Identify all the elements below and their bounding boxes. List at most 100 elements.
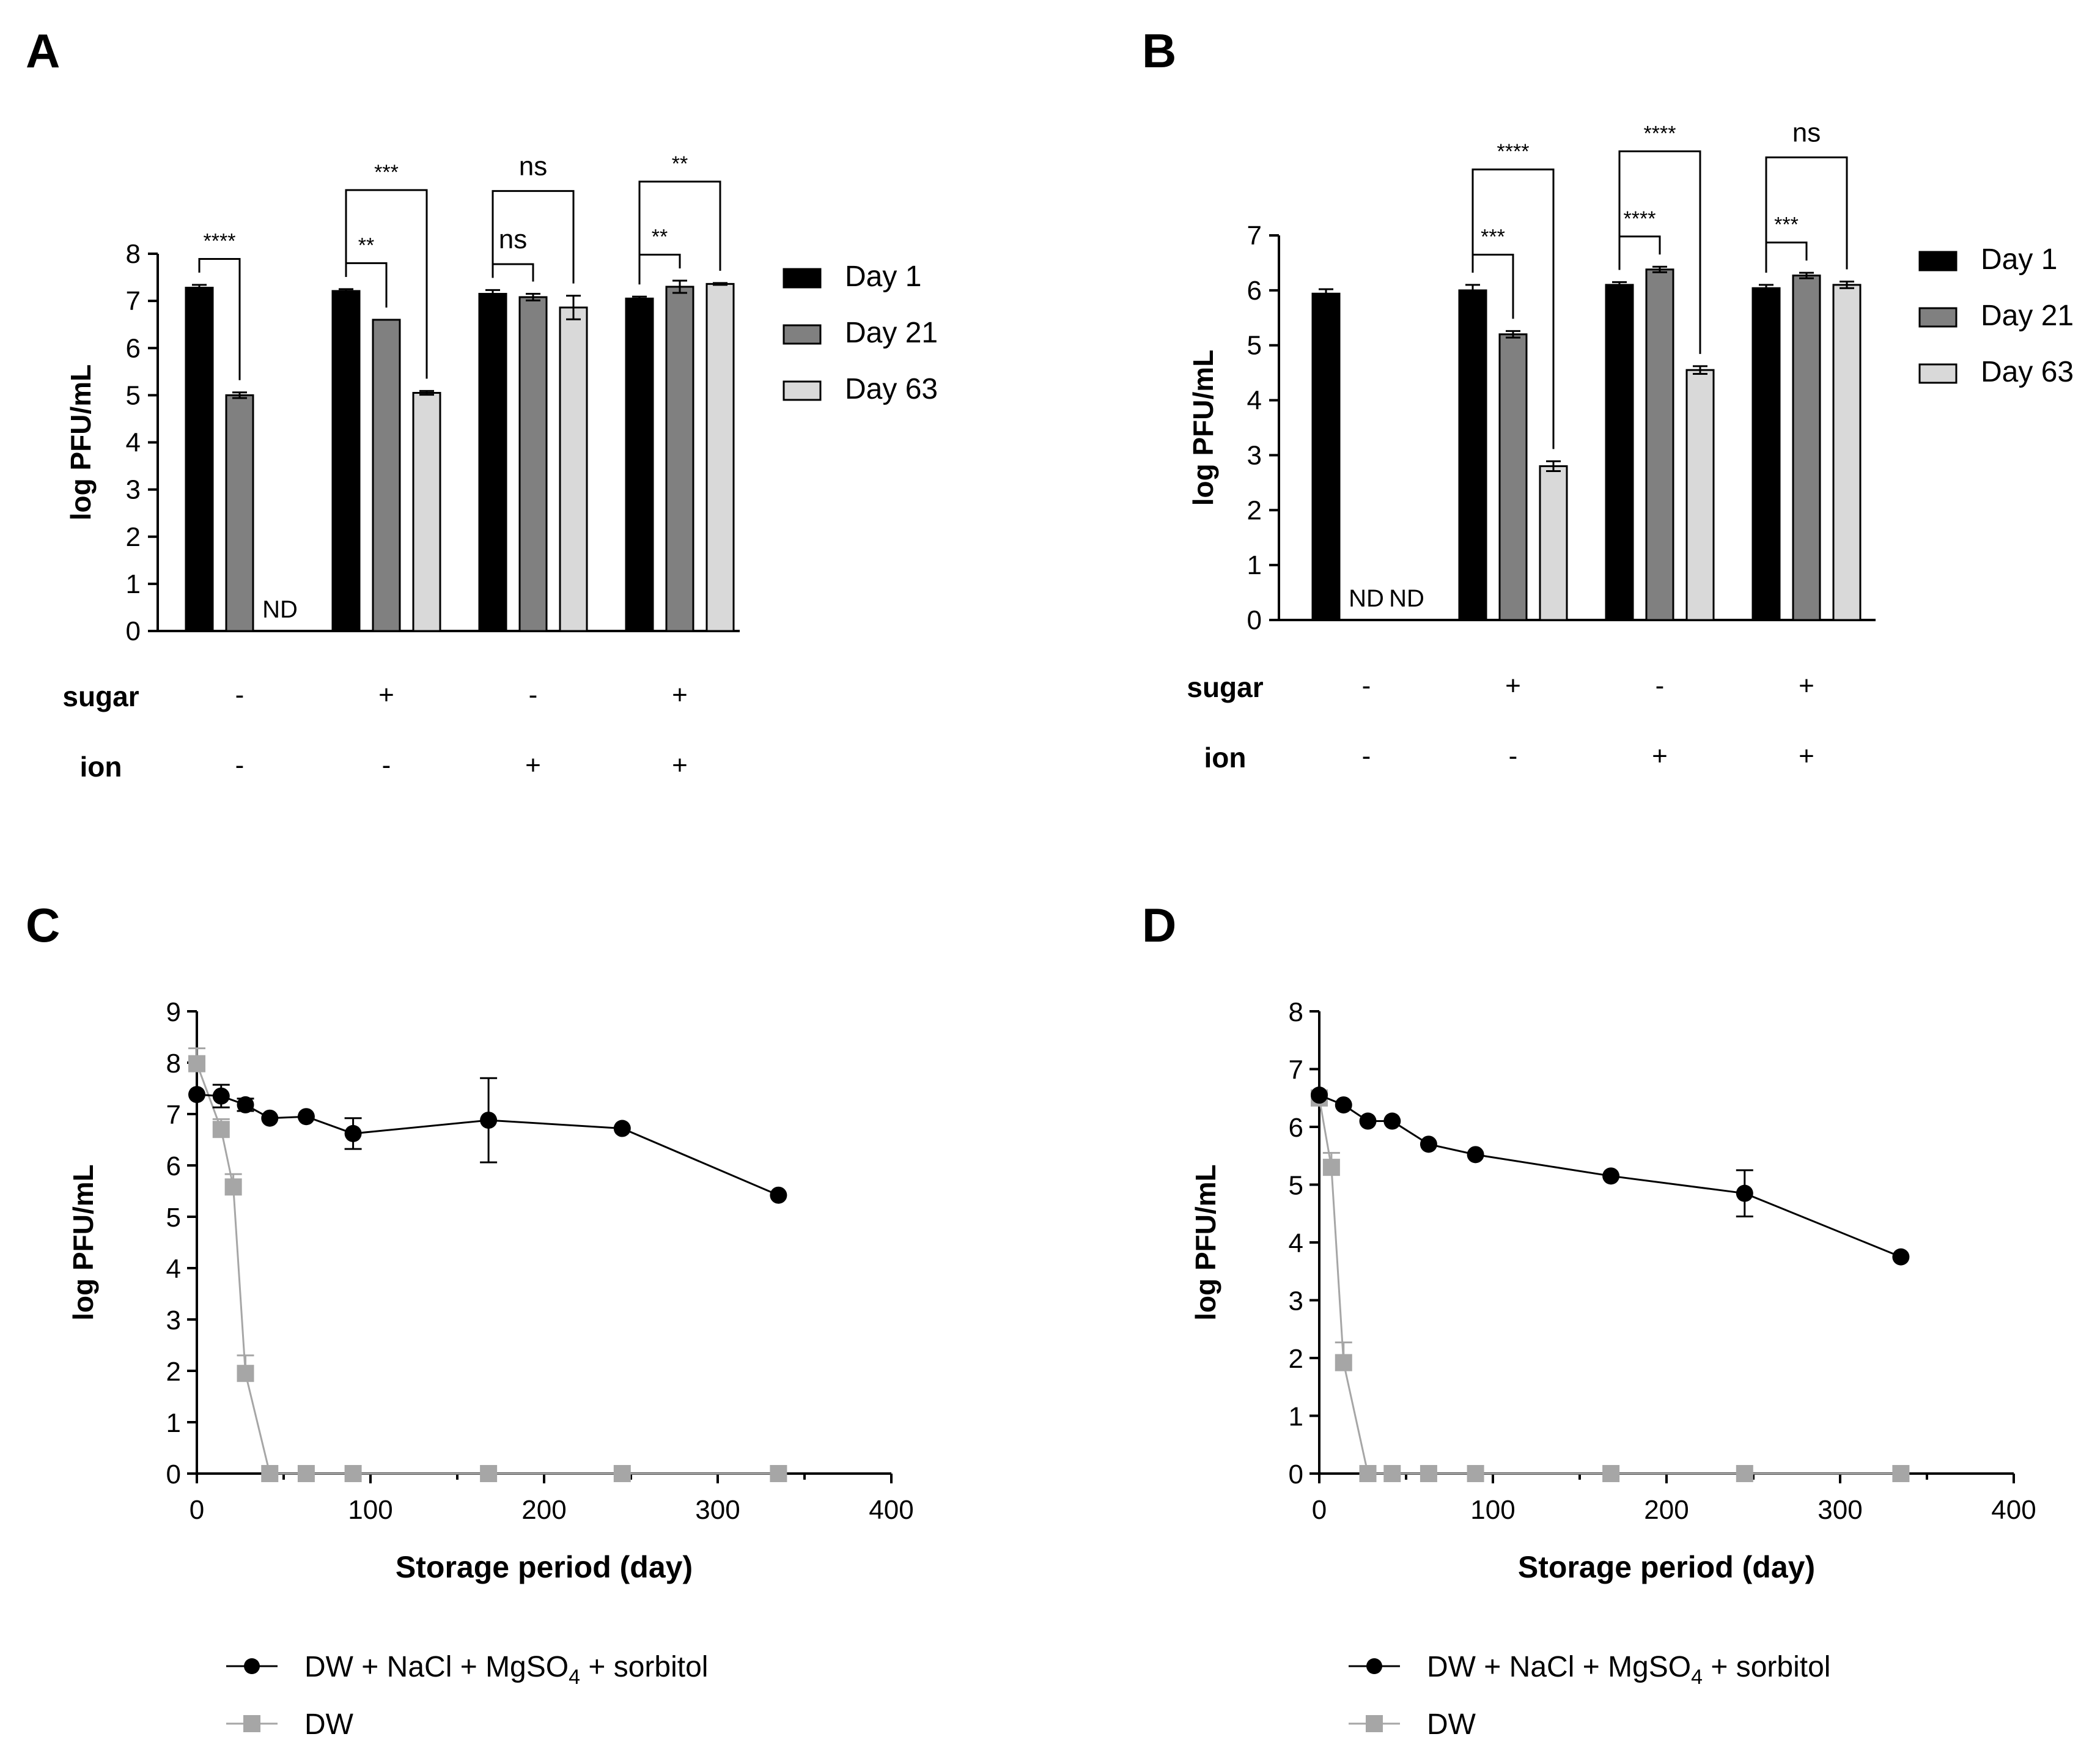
- x-tick-label: 300: [695, 1495, 740, 1525]
- y-tick-label: 4: [1289, 1228, 1303, 1258]
- legend-label: Day 63: [845, 373, 938, 405]
- y-tick-label: 2: [1289, 1344, 1303, 1374]
- bar: [1792, 275, 1821, 621]
- panel-letter-b: B: [1142, 24, 1176, 78]
- y-axis-title: log PFU/mL: [65, 364, 97, 521]
- y-tick-label: 1: [166, 1408, 181, 1438]
- y-tick-label: 8: [166, 1049, 181, 1079]
- data-point-dw: [224, 1178, 242, 1196]
- x-tick-label: 0: [1312, 1495, 1327, 1525]
- significance-bracket: [1471, 168, 1555, 449]
- bar: [1832, 284, 1862, 621]
- significance-label: **: [358, 234, 374, 257]
- data-point-salts: [261, 1109, 279, 1127]
- data-point-dw: [1335, 1354, 1352, 1371]
- y-axis-title: log PFU/mL: [67, 1164, 99, 1321]
- legend-label: Day 63: [1981, 356, 2074, 388]
- data-point-salts: [1467, 1146, 1484, 1164]
- sugar-condition: +: [378, 680, 394, 710]
- data-point-salts: [480, 1112, 498, 1129]
- sugar-condition: -: [1362, 671, 1371, 701]
- series-line-dw: [196, 1063, 779, 1475]
- data-point-salts: [237, 1096, 254, 1113]
- significance-bracket: [1765, 242, 1808, 273]
- data-point-dw: [188, 1055, 205, 1072]
- y-tick-label: 7: [166, 1100, 181, 1130]
- bar: [1498, 333, 1528, 621]
- bar: [225, 394, 254, 632]
- sugar-row-label: sugar: [1187, 671, 1263, 703]
- panel-letter-c: C: [26, 898, 60, 952]
- y-tick-label: 4: [166, 1254, 181, 1284]
- ion-condition: +: [525, 750, 541, 780]
- y-tick-label: 0: [126, 616, 141, 646]
- significance-bracket: [345, 189, 428, 379]
- y-tick-label: 3: [1289, 1286, 1303, 1316]
- ion-condition: +: [672, 750, 688, 780]
- significance-label: ***: [1774, 213, 1799, 237]
- significance-label: ns: [499, 224, 527, 254]
- legend-swatch: [783, 324, 822, 345]
- y-tick-label: 6: [1289, 1113, 1303, 1143]
- y-tick-label: 3: [126, 475, 141, 505]
- bar: [559, 306, 588, 632]
- data-point-salts: [770, 1186, 787, 1204]
- data-point-salts: [188, 1086, 205, 1104]
- data-point-dw: [297, 1465, 315, 1482]
- legend-marker-salts: [244, 1658, 260, 1674]
- sugar-condition: +: [1799, 671, 1814, 701]
- y-tick-label: 5: [126, 380, 141, 410]
- nd-label: ND: [262, 596, 298, 623]
- ion-condition: -: [235, 750, 245, 780]
- sugar-row-label: sugar: [62, 681, 139, 712]
- y-tick-label: 0: [1289, 1460, 1303, 1489]
- bar: [372, 319, 401, 632]
- y-tick-label: 5: [1247, 331, 1262, 361]
- y-tick-label: 6: [166, 1151, 181, 1181]
- legend-label-salts-main: DW + NaCl + MgSO: [1427, 1651, 1691, 1683]
- legend-label: Day 1: [845, 260, 921, 293]
- bar: [665, 286, 694, 632]
- legend-label: Day 21: [1981, 300, 2074, 332]
- ion-condition: +: [1652, 741, 1668, 771]
- sugar-condition: -: [529, 680, 538, 710]
- data-point-salts: [212, 1087, 230, 1105]
- bar: [1539, 465, 1568, 621]
- legend-label-salts: DW + NaCl + MgSO4 + sorbitol: [1427, 1651, 1830, 1689]
- data-point-dw: [613, 1465, 631, 1482]
- significance-bracket: [492, 263, 534, 282]
- legend-swatch: [1918, 251, 1958, 271]
- legend-swatch: [1918, 363, 1958, 384]
- x-axis-title: Storage period (day): [1518, 1550, 1815, 1584]
- legend-label: Day 21: [845, 317, 938, 349]
- data-point-dw: [212, 1121, 230, 1138]
- data-point-salts: [1311, 1087, 1328, 1104]
- bar: [185, 287, 214, 632]
- x-axis-title: Storage period (day): [396, 1550, 693, 1584]
- bar: [1751, 287, 1781, 621]
- legend-swatch: [1918, 307, 1958, 328]
- y-tick-label: 9: [166, 997, 181, 1027]
- ion-condition: -: [382, 750, 391, 780]
- panel-letter-d: D: [1142, 898, 1176, 952]
- bar: [1458, 289, 1487, 621]
- y-tick-label: 3: [1247, 440, 1262, 470]
- data-point-salts: [1335, 1096, 1352, 1114]
- bar: [1311, 292, 1341, 621]
- significance-bracket: [1765, 156, 1848, 273]
- data-point-salts: [1420, 1135, 1437, 1153]
- data-point-dw: [1467, 1465, 1484, 1482]
- y-tick-label: 8: [1289, 997, 1303, 1027]
- series-line-dw: [1318, 1098, 1901, 1475]
- y-tick-label: 0: [166, 1460, 181, 1489]
- significance-bracket: [198, 257, 241, 380]
- ion-row-label: ion: [1204, 742, 1247, 773]
- data-point-salts: [1892, 1248, 1910, 1266]
- significance-bracket: [1618, 235, 1661, 270]
- legend-label-dw: DW: [1427, 1708, 1476, 1741]
- data-point-dw: [1359, 1465, 1377, 1482]
- legend-label-salts: DW + NaCl + MgSO4 + sorbitol: [304, 1651, 708, 1689]
- data-point-salts: [1359, 1112, 1377, 1130]
